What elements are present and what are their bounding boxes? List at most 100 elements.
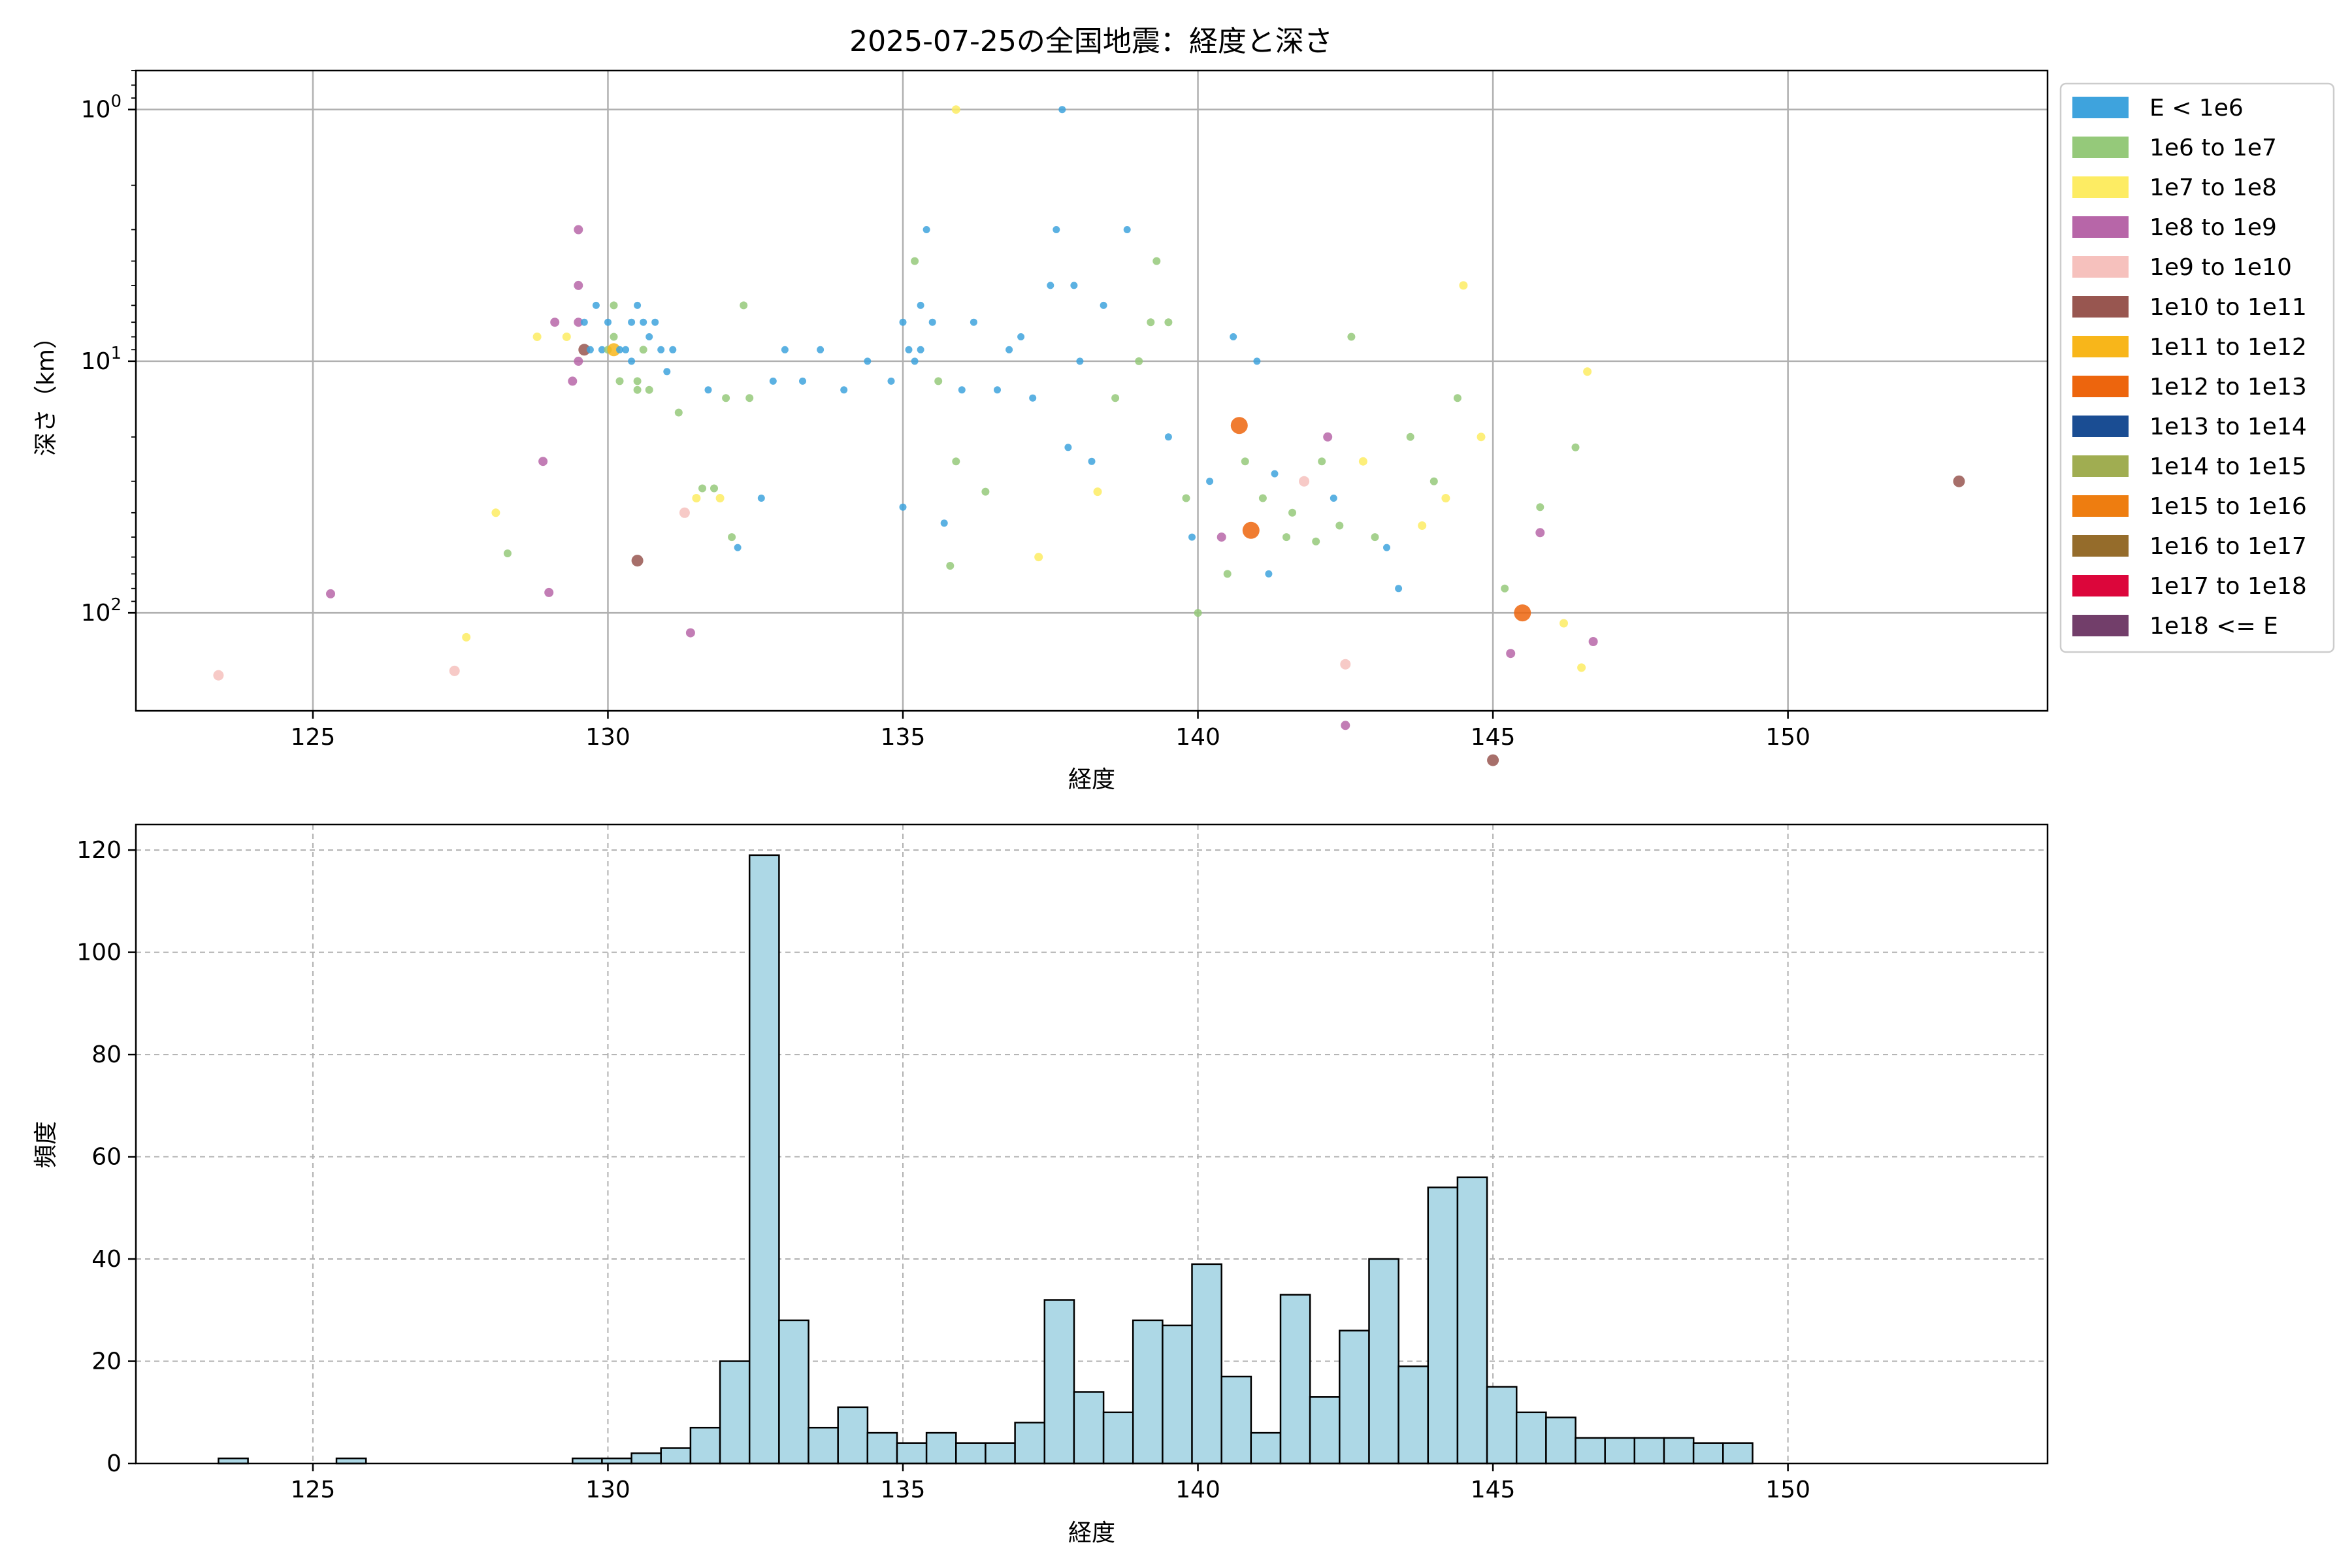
scatter-point xyxy=(213,670,224,681)
scatter-title: 2025-07-25の全国地震：経度と深さ xyxy=(849,25,1333,58)
scatter-y-ticks: 100 101 102 xyxy=(81,70,136,627)
scatter-point xyxy=(1406,433,1414,441)
histogram-bar xyxy=(955,1442,987,1465)
scatter-point xyxy=(586,346,594,353)
scatter-x-tick-label: 140 xyxy=(1175,724,1220,751)
histogram-y-axis-label: 頻度 xyxy=(33,1121,59,1168)
histogram-x-tick-label: 140 xyxy=(1175,1477,1220,1503)
scatter-point xyxy=(1347,333,1356,341)
histogram-x-tick-label: 135 xyxy=(881,1477,926,1503)
scatter-point xyxy=(663,368,671,376)
scatter-point xyxy=(1501,584,1509,593)
scatter-point xyxy=(645,385,653,394)
histogram-bar xyxy=(1132,1319,1164,1465)
legend-swatch xyxy=(2072,416,2129,437)
scatter-point xyxy=(1088,457,1096,465)
scatter-point xyxy=(615,377,624,385)
scatter-point xyxy=(1265,570,1273,578)
histogram-bar xyxy=(1309,1396,1341,1465)
scatter-y-tick-label: 102 xyxy=(81,595,122,627)
histogram-bar xyxy=(896,1442,928,1465)
scatter-point xyxy=(562,333,571,341)
histogram-bar xyxy=(837,1406,869,1465)
scatter-point xyxy=(550,318,560,327)
scatter-point xyxy=(1477,433,1486,442)
scatter-point xyxy=(1418,521,1427,530)
scatter-point xyxy=(1395,585,1403,593)
scatter-point xyxy=(958,386,966,394)
scatter-point xyxy=(639,346,647,354)
scatter-point xyxy=(905,346,913,353)
scatter-point xyxy=(1560,619,1568,628)
legend-label: 1e17 to 1e18 xyxy=(2149,573,2307,600)
scatter-point xyxy=(1076,357,1084,365)
scatter-point xyxy=(574,356,583,366)
scatter-points xyxy=(213,105,1965,766)
scatter-point xyxy=(532,333,542,341)
scatter-point xyxy=(757,495,765,502)
scatter-point xyxy=(1164,433,1172,441)
histogram-bar xyxy=(630,1452,662,1465)
scatter-point xyxy=(817,346,825,353)
legend-label: 1e13 to 1e14 xyxy=(2149,414,2307,440)
legend-swatch xyxy=(2072,575,2129,596)
scatter-x-tick-label: 125 xyxy=(291,724,336,751)
histogram-plot-frame xyxy=(135,823,2049,1465)
scatter-point xyxy=(1571,443,1580,451)
histogram-bar xyxy=(1368,1258,1399,1465)
scatter-point xyxy=(1487,754,1499,766)
histogram-bar xyxy=(1014,1422,1046,1465)
legend-label: 1e10 to 1e11 xyxy=(2149,294,2307,321)
scatter-point xyxy=(923,226,930,233)
scatter-point xyxy=(1217,532,1226,542)
scatter-point xyxy=(994,386,1001,394)
scatter-point xyxy=(946,562,955,570)
scatter-point xyxy=(1123,226,1131,233)
histogram-x-tick-label: 125 xyxy=(291,1477,336,1503)
scatter-y-axis-label: 深さ（km） xyxy=(33,325,59,456)
histogram-bars xyxy=(218,854,1754,1465)
histogram-y-tick-label: 20 xyxy=(91,1348,122,1375)
histogram-chart: 125 130 135 140 145 150 0 20 40 60 80 100 120 経度 頻度 xyxy=(33,823,2049,1546)
scatter-point xyxy=(1029,394,1037,402)
scatter-point xyxy=(1223,570,1232,578)
scatter-point xyxy=(578,344,591,356)
scatter-point xyxy=(740,301,748,310)
histogram-bar xyxy=(866,1431,898,1465)
histogram-x-tick-label: 150 xyxy=(1765,1477,1810,1503)
scatter-point xyxy=(651,318,659,326)
scatter-point xyxy=(710,484,718,493)
scatter-point xyxy=(640,318,647,326)
scatter-plot-frame xyxy=(135,69,2049,712)
scatter-point xyxy=(1588,637,1598,646)
scatter-point xyxy=(1064,444,1072,451)
scatter-point xyxy=(628,357,636,365)
scatter-point xyxy=(1341,721,1350,730)
legend-swatch xyxy=(2072,137,2129,158)
histogram-bar xyxy=(1427,1186,1459,1465)
scatter-point xyxy=(1371,533,1379,542)
scatter-point xyxy=(715,494,725,502)
legend-label: 1e8 to 1e9 xyxy=(2149,214,2277,241)
scatter-point xyxy=(538,457,548,466)
legend-swatch xyxy=(2072,336,2129,357)
scatter-point xyxy=(899,503,907,511)
histogram-y-tick-label: 60 xyxy=(91,1144,122,1171)
scatter-point xyxy=(634,301,642,309)
histogram-bar xyxy=(1250,1431,1282,1465)
scatter-point xyxy=(928,318,936,326)
scatter-point xyxy=(692,494,701,502)
scatter-point xyxy=(607,343,621,357)
scatter-point xyxy=(899,318,907,326)
legend-label: 1e12 to 1e13 xyxy=(2149,374,2307,400)
scatter-point xyxy=(917,301,924,309)
histogram-bar xyxy=(808,1426,839,1465)
scatter-point xyxy=(1953,475,1965,487)
histogram-y-tick-label: 40 xyxy=(91,1246,122,1273)
scatter-point xyxy=(1241,457,1249,466)
scatter-point xyxy=(1152,257,1161,265)
legend-swatch xyxy=(2072,216,2129,238)
scatter-point xyxy=(598,346,606,353)
scatter-point xyxy=(734,544,742,551)
